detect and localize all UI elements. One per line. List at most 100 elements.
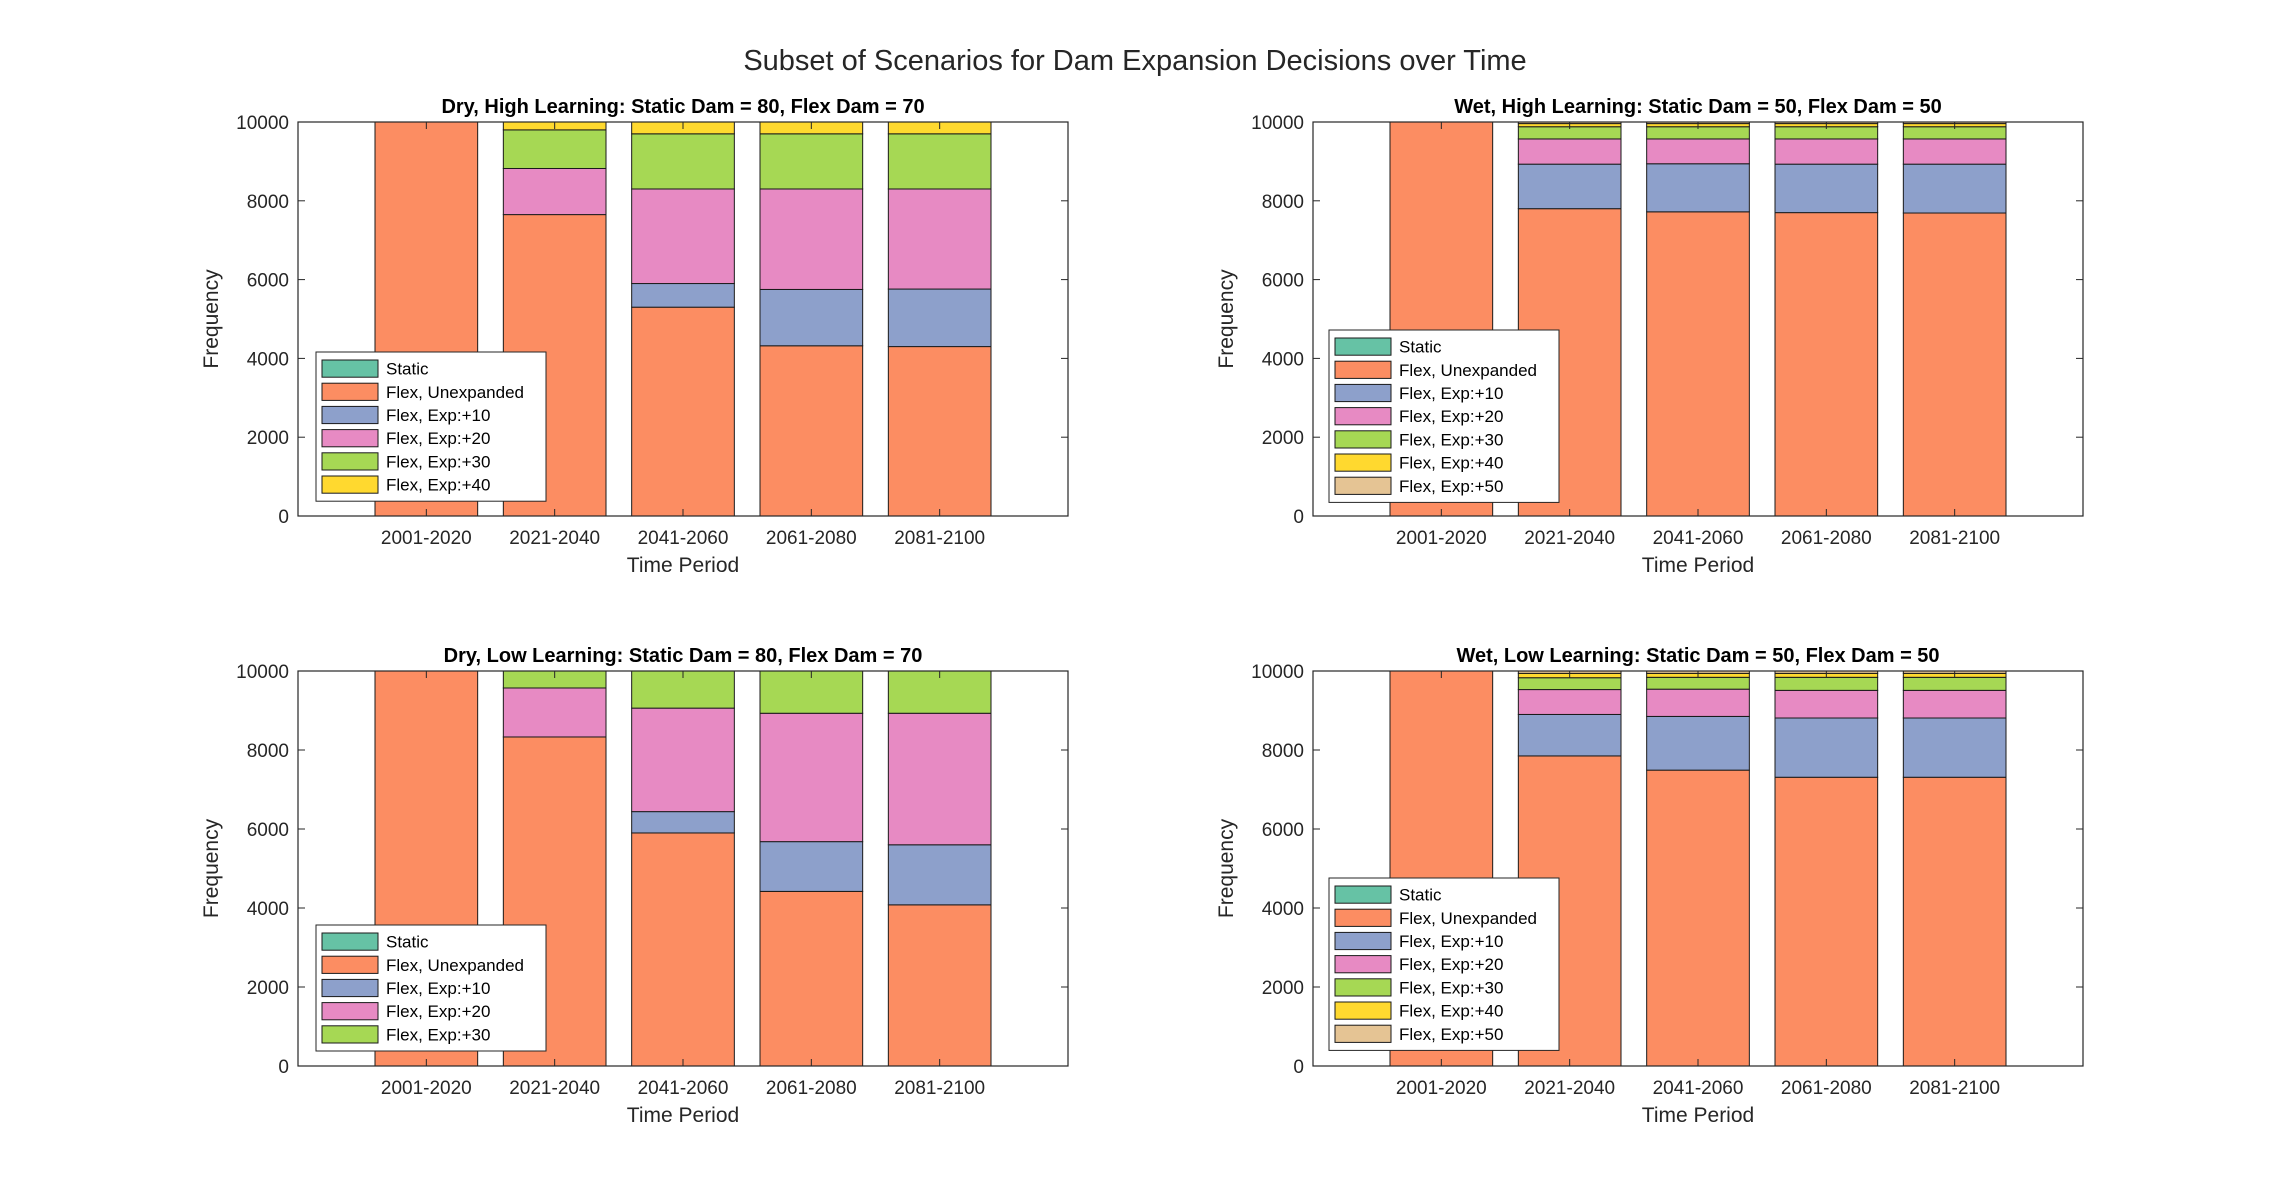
- legend-entry: Flex, Exp:+20: [386, 1002, 490, 1021]
- bar-segment: [1774, 776, 1879, 1067]
- legend-swatch: [1334, 337, 1392, 356]
- y-tick-label: 8000: [1262, 192, 1304, 213]
- bar-segment: [631, 707, 735, 813]
- subplot-title: Dry, High Learning: Static Dam = 80, Fle…: [441, 96, 924, 118]
- x-tick-label: 2021-2040: [1524, 528, 1615, 549]
- legend: Static Flex, Unexpanded Flex, Exp:+10 Flex,…: [315, 924, 547, 1052]
- bar-segment: [1646, 715, 1750, 771]
- bar-segment: [1646, 688, 1750, 717]
- x-tick-label: 2041-2060: [638, 1078, 729, 1099]
- bar-segment: [1646, 163, 1750, 213]
- bar-segment: [887, 288, 992, 348]
- y-tick-label: 0: [1293, 1057, 1304, 1078]
- bar-segment: [1902, 138, 2007, 165]
- x-tick-label: 2001-2020: [1396, 528, 1487, 549]
- legend-swatch: [1334, 955, 1392, 974]
- bar-segment: [1774, 717, 1879, 778]
- bar-segment: [502, 129, 607, 169]
- legend-swatch: [1334, 453, 1392, 472]
- bar-segment: [1517, 713, 1622, 757]
- y-tick-label: 10000: [236, 113, 289, 134]
- bar-segment: [1646, 211, 1750, 517]
- axes-frame: [297, 670, 1069, 1067]
- subplot-1: 2001-2020 2021-2040 2041-2060 2061-2080 2081…: [200, 96, 1069, 577]
- y-tick-label: 8000: [1262, 741, 1304, 762]
- y-tick-label: 2000: [1262, 978, 1304, 999]
- x-tick-label: 2081-2100: [894, 528, 985, 549]
- legend-entry: Flex, Exp:+40: [1399, 1002, 1503, 1021]
- subplot-title: Wet, High Learning: Static Dam = 50, Fle…: [1454, 96, 1942, 118]
- y-tick-label: 0: [1293, 507, 1304, 528]
- legend-swatch: [321, 932, 379, 951]
- subplot-title: Wet, Low Learning: Static Dam = 50, Flex…: [1456, 645, 1939, 667]
- bar-segment: [759, 288, 864, 347]
- axes-frame: [1312, 121, 2084, 517]
- bar-segment: [887, 712, 992, 846]
- legend-entry: Flex, Unexpanded: [386, 383, 524, 402]
- y-tick-label: 6000: [1262, 820, 1304, 841]
- bar-segment: [631, 832, 735, 1067]
- bar-segment: [759, 670, 864, 714]
- bar-segment: [1517, 677, 1622, 691]
- legend-entry: Flex, Unexpanded: [386, 956, 524, 975]
- bar-segment: [1646, 138, 1750, 165]
- legend-swatch: [321, 1025, 379, 1044]
- legend-entry: Flex, Exp:+20: [1399, 955, 1503, 974]
- legend-entry: Flex, Exp:+10: [386, 406, 490, 425]
- x-tick-label: 2041-2060: [638, 528, 729, 549]
- bar-segment: [887, 904, 992, 1067]
- bar-segment: [887, 133, 992, 190]
- y-tick-label: 0: [278, 507, 289, 528]
- bar-segment: [502, 736, 607, 1067]
- legend-swatch: [321, 359, 379, 378]
- legend-entry: Flex, Unexpanded: [1399, 361, 1537, 380]
- bar-segment: [1774, 689, 1879, 719]
- y-axis-label: Frequency: [1215, 818, 1238, 918]
- x-axis-label: Time Period: [1642, 1104, 1754, 1127]
- x-axis-label: Time Period: [627, 1104, 739, 1127]
- x-axis-label: Time Period: [1642, 554, 1754, 577]
- legend-entry: Flex, Unexpanded: [1399, 909, 1537, 928]
- bar-segment: [1902, 163, 2007, 214]
- y-axis-label: Frequency: [1215, 269, 1238, 369]
- legend-entry: Flex, Exp:+30: [386, 452, 490, 471]
- bar-segment: [1902, 212, 2007, 517]
- subplot-3: 2001-2020 2021-2040 2041-2060 2061-2080 2081…: [200, 645, 1069, 1127]
- x-tick-label: 2081-2100: [1909, 528, 2000, 549]
- legend-swatch: [1334, 908, 1392, 927]
- legend-entry: Static: [386, 933, 429, 952]
- y-tick-label: 2000: [1262, 428, 1304, 449]
- x-tick-label: 2001-2020: [381, 1078, 472, 1099]
- bar-segment: [1902, 689, 2007, 719]
- y-tick-label: 4000: [247, 899, 289, 920]
- legend-swatch: [1334, 430, 1392, 449]
- legend-swatch: [321, 955, 379, 974]
- x-tick-label: 2081-2100: [1909, 1078, 2000, 1099]
- x-tick-label: 2081-2100: [894, 1078, 985, 1099]
- legend-entry: Flex, Exp:+30: [1399, 978, 1503, 997]
- legend-swatch: [1334, 360, 1392, 379]
- x-axis-label: Time Period: [627, 554, 739, 577]
- x-tick-label: 2001-2020: [1396, 1078, 1487, 1099]
- bar-segment: [759, 841, 864, 892]
- bar-segment: [1517, 163, 1622, 210]
- subplot-title: Dry, Low Learning: Static Dam = 80, Flex…: [444, 645, 923, 667]
- bar-segment: [1774, 163, 1879, 214]
- legend-entry: Static: [1399, 886, 1442, 905]
- legend-swatch: [1334, 476, 1392, 495]
- y-tick-label: 2000: [247, 428, 289, 449]
- bar-segment: [1774, 676, 1879, 691]
- y-axis-label: Frequency: [200, 269, 223, 369]
- bar-segment: [887, 188, 992, 290]
- legend-swatch: [321, 405, 379, 425]
- subplot-4: 2001-2020 2021-2040 2041-2060 2061-2080 2081…: [1215, 645, 2084, 1127]
- legend-swatch: [321, 978, 379, 998]
- x-tick-label: 2041-2060: [1653, 528, 1744, 549]
- bar-segment: [759, 133, 864, 190]
- bar-segment: [1902, 676, 2007, 691]
- bar-segment: [887, 670, 992, 714]
- y-tick-label: 0: [278, 1057, 289, 1078]
- legend-entry: Flex, Exp:+40: [386, 476, 490, 495]
- legend-swatch: [1334, 885, 1392, 904]
